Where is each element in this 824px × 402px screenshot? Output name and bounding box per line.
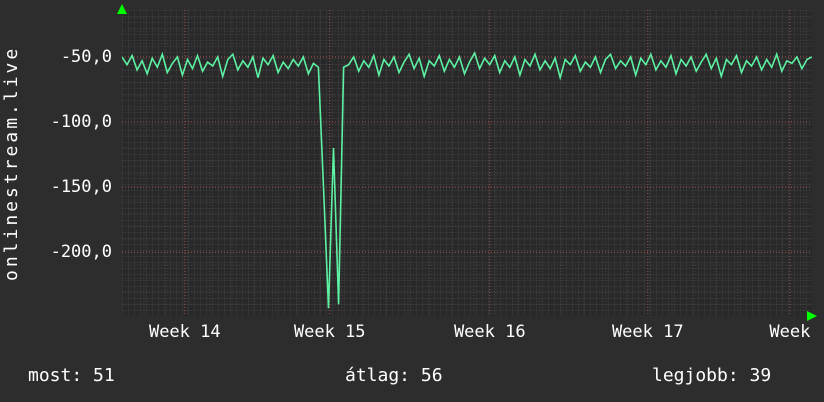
y-axis-tick-label: -50,0 [60,47,112,67]
x-axis-arrow-icon [807,311,817,321]
y-axis-tick-label: -100,0 [50,112,112,132]
y-axis-arrow-icon [117,4,127,14]
stat-average: átlag: 56 [345,365,443,386]
x-axis-tick-label: Week 17 [611,322,684,342]
x-axis-tick-label: Week [769,322,811,342]
stat-best: legjobb: 39 [652,365,772,386]
series [122,51,812,309]
x-axis-tick-label: Week 16 [453,322,526,342]
grid-minor [122,10,812,316]
plot-area [122,10,812,316]
y-axis-tick-label: -150,0 [50,177,112,197]
stat-current: most: 51 [28,365,115,386]
y-axis-tick-label: -200,0 [50,242,112,262]
x-axis-tick-label: Week 15 [293,322,366,342]
grid-major [122,10,812,316]
series-line [122,51,812,309]
x-axis-tick-label: Week 14 [148,322,221,342]
line-chart [122,10,812,316]
